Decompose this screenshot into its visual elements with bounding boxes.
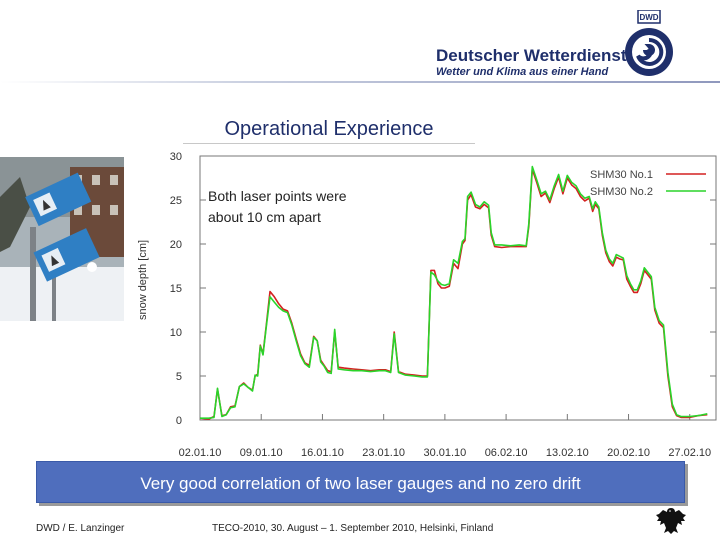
footer-event: TECO-2010, 30. August – 1. September 201… [212, 523, 494, 534]
logo-badge-text: DWD [639, 13, 658, 22]
y-tick-label: 25 [170, 195, 182, 207]
chart-annotation-line1: Both laser points were [208, 188, 347, 204]
org-name: Deutscher Wetterdienst [436, 46, 627, 65]
y-tick-label: 20 [170, 239, 182, 251]
plot-frame [199, 155, 717, 421]
chart-annotation-line2: about 10 cm apart [208, 209, 321, 225]
x-tick-label: 06.02.10 [485, 447, 528, 459]
federal-eagle-icon [656, 508, 686, 534]
dwd-emblem-icon: DWD [625, 10, 673, 76]
conclusion-banner: Very good correlation of two laser gauge… [36, 461, 685, 503]
x-tick-label: 13.02.10 [546, 447, 589, 459]
banner-text: Very good correlation of two laser gauge… [140, 474, 581, 493]
y-axis-label: snow depth [cm] [137, 240, 149, 320]
laser-gauge-photo [0, 157, 124, 321]
y-tick-label: 5 [176, 371, 182, 383]
slide-title: Operational Experience [224, 118, 434, 140]
legend-label: SHM30 No.2 [590, 186, 653, 198]
x-tick-label: 23.01.10 [362, 447, 405, 459]
footer-author: DWD / E. Lanzinger [36, 523, 125, 534]
y-tick-label: 15 [170, 283, 182, 295]
x-tick-label: 16.01.10 [301, 447, 344, 459]
legend-label: SHM30 No.1 [590, 169, 653, 181]
header-divider [0, 81, 720, 83]
x-tick-label: 09.01.10 [240, 447, 283, 459]
title-underline [183, 143, 475, 144]
x-tick-label: 20.02.10 [607, 447, 650, 459]
snow-depth-chart: 0 5 10 15 20 25 30 02.01.10 09.01.10 16.01.10 23.… [137, 151, 717, 459]
y-tick-label: 30 [170, 151, 182, 163]
x-tick-label: 30.01.10 [423, 447, 466, 459]
org-tagline: Wetter und Klima aus einer Hand [436, 66, 609, 78]
dwd-logo: Deutscher Wetterdienst Wetter und Klima … [420, 6, 716, 82]
x-tick-label: 27.02.10 [668, 447, 711, 459]
series-line-2 [200, 165, 708, 419]
y-tick-label: 0 [176, 415, 182, 427]
x-tick-label: 02.01.10 [179, 447, 222, 459]
y-tick-label: 10 [170, 327, 182, 339]
